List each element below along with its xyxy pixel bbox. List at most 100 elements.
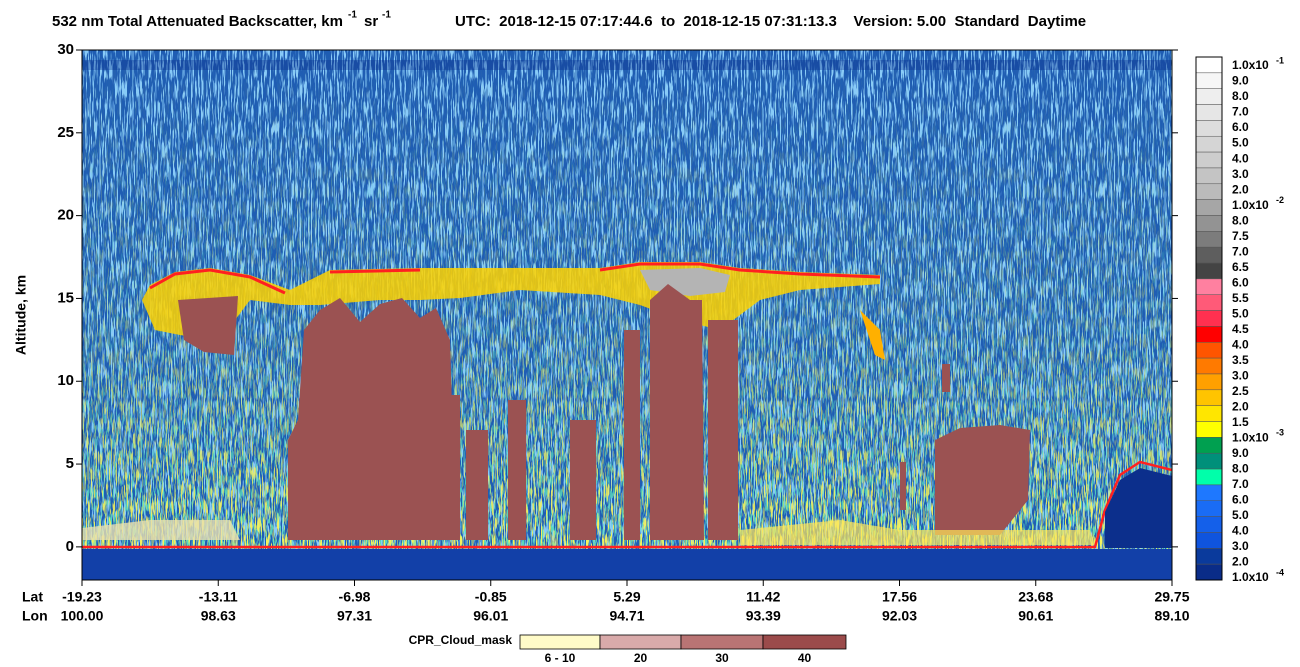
colorbar-label-exp: -3 xyxy=(1276,428,1284,438)
colorbar-swatch xyxy=(1195,342,1223,359)
colorbar-label: 9.0 xyxy=(1232,74,1249,88)
colorbar-label: 5.0 xyxy=(1232,136,1249,150)
colorbar-swatch xyxy=(1195,151,1223,169)
colorbar-swatch xyxy=(1195,310,1223,327)
colorbar-label: 1.5 xyxy=(1232,415,1249,429)
x-tick-label: 94.71 xyxy=(609,608,644,624)
colorbar-swatch xyxy=(1195,262,1223,280)
colorbar-label: 8.0 xyxy=(1232,213,1249,227)
chart-title: 532 nm Total Attenuated Backscatter, km xyxy=(52,13,343,30)
colorbar-label: 4.0 xyxy=(1232,337,1249,351)
legend-label: 40 xyxy=(798,651,812,665)
y-tick-label: 20 xyxy=(57,207,74,224)
colorbar-swatch xyxy=(1195,278,1223,295)
colorbar-frame xyxy=(1195,56,1223,581)
colorbar-swatch xyxy=(1195,437,1223,454)
x-tick-label: 5.29 xyxy=(613,589,640,605)
colorbar-swatch xyxy=(1195,516,1223,533)
y-tick-label: 15 xyxy=(57,289,74,306)
legend-swatch xyxy=(680,634,764,650)
colorbar-label: 2.0 xyxy=(1232,555,1249,569)
colorbar-swatch xyxy=(1195,421,1223,438)
colorbar-label: 2.0 xyxy=(1232,182,1249,196)
colorbar-swatch xyxy=(1195,199,1223,216)
colorbar-swatch xyxy=(1195,167,1223,185)
colorbar-swatch xyxy=(1195,468,1223,486)
colorbar-swatch xyxy=(1195,548,1223,565)
colorbar-label: 8.0 xyxy=(1232,462,1249,476)
colorbar-swatch xyxy=(1195,405,1223,422)
colorbar-label-exp: -2 xyxy=(1276,195,1284,205)
colorbar-swatch xyxy=(1195,120,1223,137)
colorbar-swatch xyxy=(1195,72,1223,89)
colorbar-label: 6.0 xyxy=(1232,120,1249,134)
y-tick-label: 30 xyxy=(57,41,74,58)
colorbar-label: 4.0 xyxy=(1232,151,1249,165)
colorbar-swatch xyxy=(1195,294,1223,311)
colorbar-label: 3.5 xyxy=(1232,353,1249,367)
x-tick-label: -19.23 xyxy=(62,589,102,605)
colorbar-label: 7.0 xyxy=(1232,105,1249,119)
colorbar-label: 1.0x10 xyxy=(1232,431,1269,445)
x-tick-label: -0.85 xyxy=(475,589,507,605)
legend-swatch xyxy=(519,634,601,650)
x-tick-label: 100.00 xyxy=(61,608,104,624)
colorbar-label: 7.5 xyxy=(1232,229,1249,243)
title-unit-exp: -1 xyxy=(382,10,391,21)
legend-label: 20 xyxy=(634,651,648,665)
x-tick-label: 17.56 xyxy=(882,589,917,605)
colorbar-label: 2.0 xyxy=(1232,400,1249,414)
colorbar-swatch xyxy=(1195,389,1223,406)
colorbar-swatch xyxy=(1195,326,1223,343)
x-tick-label: 98.63 xyxy=(201,608,236,624)
y-axis-label: Altitude, km xyxy=(13,275,29,355)
colorbar-swatch xyxy=(1195,183,1223,200)
colorbar-swatch xyxy=(1195,246,1223,264)
colorbar-swatch xyxy=(1195,104,1223,121)
colorbar-label: 3.0 xyxy=(1232,539,1249,553)
x-tick-label: 93.39 xyxy=(746,608,781,624)
x-tick-label: 11.42 xyxy=(746,589,780,605)
y-tick-label: 10 xyxy=(57,372,74,389)
colorbar-swatch xyxy=(1195,563,1223,581)
colorbar-label: 3.0 xyxy=(1232,167,1249,181)
x-tick-label: 96.01 xyxy=(473,608,508,624)
colorbar-swatch xyxy=(1195,532,1223,549)
legend-label: 30 xyxy=(715,651,729,665)
colorbar-swatch xyxy=(1195,484,1223,502)
chart-subtitle: UTC: 2018-12-15 07:17:44.6 to 2018-12-15… xyxy=(455,13,1086,30)
colorbar-swatch xyxy=(1195,56,1223,74)
x-tick-label: 97.31 xyxy=(337,608,372,624)
colorbar-label: 9.0 xyxy=(1232,446,1249,460)
colorbar-label: 6.0 xyxy=(1232,493,1249,507)
legend-swatch xyxy=(762,634,847,650)
colorbar-swatch xyxy=(1195,231,1223,248)
colorbar-label: 1.0x10 xyxy=(1232,198,1269,212)
colorbar-swatch xyxy=(1195,88,1223,105)
y-tick-label: 5 xyxy=(66,455,74,472)
colorbar-label: 6.0 xyxy=(1232,275,1249,289)
x-row-label: Lat xyxy=(22,589,43,605)
x-tick-label: 29.75 xyxy=(1154,589,1189,605)
colorbar-label: 4.0 xyxy=(1232,524,1249,538)
colorbar-label: 6.5 xyxy=(1232,260,1249,274)
x-tick-label: -6.98 xyxy=(339,589,371,605)
backscatter-image xyxy=(82,50,1172,580)
x-row-label: Lon xyxy=(22,608,48,624)
colorbar-label: 8.0 xyxy=(1232,89,1249,103)
colorbar-label-exp: -4 xyxy=(1276,567,1284,577)
x-tick-label: -13.11 xyxy=(199,589,238,605)
colorbar-swatch xyxy=(1195,215,1223,232)
y-tick-label: 25 xyxy=(57,124,74,141)
title-unit: sr xyxy=(364,13,378,30)
y-tick-label: 0 xyxy=(66,538,74,555)
colorbar-label: 2.5 xyxy=(1232,384,1249,398)
colorbar-label: 5.0 xyxy=(1232,306,1249,320)
colorbar-label: 4.5 xyxy=(1232,322,1249,336)
colorbar-swatch xyxy=(1195,357,1223,375)
colorbar-label: 1.0x10 xyxy=(1232,570,1269,584)
colorbar-label: 3.0 xyxy=(1232,368,1249,382)
x-tick-label: 23.68 xyxy=(1018,589,1053,605)
colorbar-swatch xyxy=(1195,452,1223,470)
colorbar-label: 5.0 xyxy=(1232,508,1249,522)
